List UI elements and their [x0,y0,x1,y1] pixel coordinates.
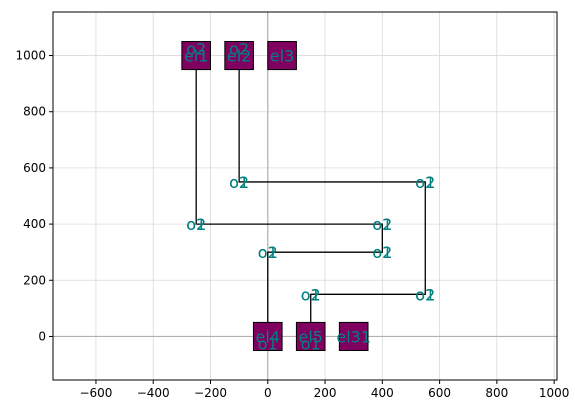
component-label: el31 [336,327,371,346]
component-el4 [252,321,283,352]
port-label: o2 [229,40,249,59]
port-label: o1 [415,173,435,192]
wire-routes [195,69,426,323]
y-tick-label: 800 [23,105,46,119]
port-label: o1 [415,285,435,304]
port-label: o2 [372,215,392,234]
plot-frame [52,11,558,381]
x-tick-label: −600 [79,386,112,400]
component-boxes [181,40,369,352]
y-axis-ticks: 0 200 400 600 800 1000 [15,49,53,343]
x-tick-label: 400 [371,386,394,400]
port-label: o2 [258,243,278,262]
grid-lines [53,12,557,380]
x-tick-label: 600 [428,386,451,400]
wire-route [238,69,426,323]
y-tick-label: 400 [23,217,46,231]
port-label: o1 [258,334,278,353]
port-label: o2 [301,285,321,304]
port-label: o1 [258,243,278,262]
port-label: o1 [186,215,206,234]
port-label: o1 [372,215,392,234]
port-label: o1 [229,173,249,192]
y-tick-label: 1000 [15,49,46,63]
component-el1 [181,40,211,71]
x-tick-label: −200 [194,386,227,400]
y-tick-label: 600 [23,161,46,175]
port-label: o1 [301,334,321,353]
x-tick-label: 1000 [539,386,570,400]
component-label: el4 [256,327,280,346]
component-label: el5 [298,327,322,346]
component-label: el1 [184,47,208,66]
component-label: el2 [227,47,251,66]
port-label: o2 [415,173,435,192]
port-label: o2 [186,40,206,59]
component-el31 [338,321,369,352]
port-label: o1 [372,243,392,262]
component-el5 [295,321,326,352]
x-tick-label: 200 [314,386,337,400]
component-el2 [224,40,254,71]
x-tick-label: 800 [485,386,508,400]
y-tick-label: 200 [23,273,46,287]
component-label: el3 [270,47,294,66]
port-label: o1 [301,285,321,304]
wire-route [195,69,383,323]
x-tick-label: 0 [264,386,272,400]
component-el3 [267,40,297,71]
x-tick-label: −400 [137,386,170,400]
port-label: o2 [415,285,435,304]
port-label: o2 [229,173,249,192]
y-tick-label: 0 [38,329,46,343]
port-label: o2 [372,243,392,262]
x-axis-ticks: −600 −400 −200 0 200 400 600 800 1000 [79,380,569,400]
port-label: o2 [186,215,206,234]
